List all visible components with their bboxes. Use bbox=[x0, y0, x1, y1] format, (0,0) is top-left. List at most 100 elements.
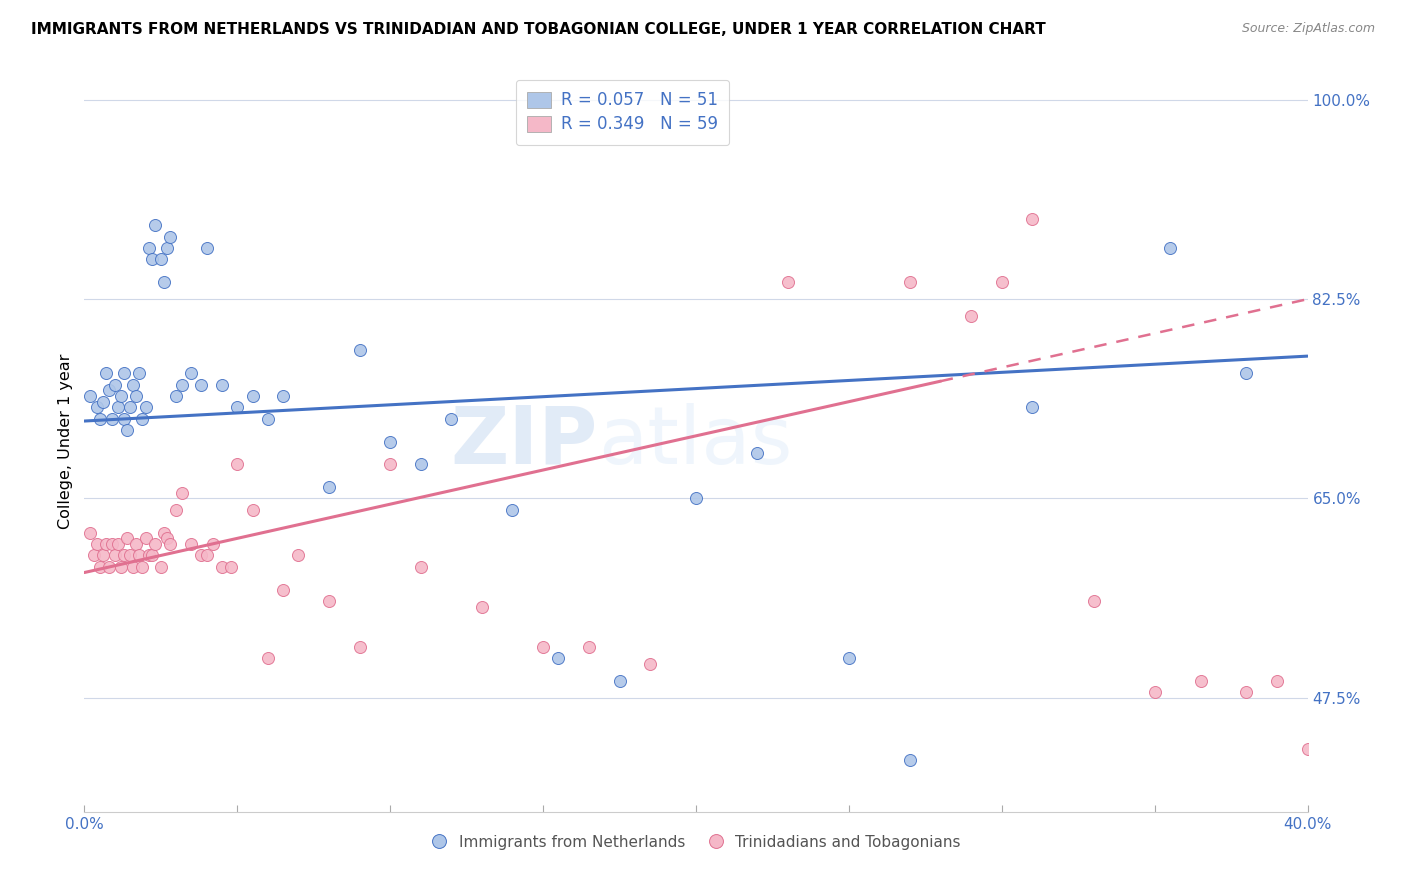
Point bbox=[115, 423, 138, 437]
Point bbox=[131, 559, 153, 574]
Point bbox=[547, 651, 569, 665]
Point bbox=[97, 384, 120, 398]
Text: atlas: atlas bbox=[598, 402, 793, 481]
Text: ZIP: ZIP bbox=[451, 402, 598, 481]
Point bbox=[125, 389, 148, 403]
Point bbox=[226, 458, 249, 472]
Point bbox=[94, 366, 117, 380]
Point bbox=[471, 599, 494, 614]
Point bbox=[1159, 241, 1181, 255]
Point bbox=[638, 657, 661, 671]
Point bbox=[172, 485, 194, 500]
Point bbox=[141, 252, 163, 267]
Point bbox=[271, 582, 294, 597]
Point bbox=[991, 275, 1014, 289]
Point bbox=[159, 537, 181, 551]
Point bbox=[219, 559, 242, 574]
Point bbox=[120, 549, 142, 563]
Point bbox=[578, 640, 600, 654]
Point bbox=[318, 594, 340, 608]
Point bbox=[1021, 212, 1043, 227]
Point bbox=[104, 377, 127, 392]
Point bbox=[156, 241, 179, 255]
Point bbox=[271, 389, 294, 403]
Point bbox=[156, 532, 179, 546]
Point bbox=[89, 559, 111, 574]
Point bbox=[1236, 685, 1258, 699]
Point bbox=[211, 377, 233, 392]
Point bbox=[1296, 742, 1319, 756]
Point bbox=[257, 651, 280, 665]
Point bbox=[349, 343, 371, 358]
Point bbox=[172, 377, 194, 392]
Point bbox=[122, 559, 145, 574]
Point bbox=[143, 537, 166, 551]
Point bbox=[86, 537, 108, 551]
Point bbox=[1083, 594, 1105, 608]
Point bbox=[104, 549, 127, 563]
Point bbox=[86, 401, 108, 415]
Point bbox=[94, 537, 117, 551]
Point bbox=[531, 640, 554, 654]
Point bbox=[380, 434, 402, 449]
Point bbox=[112, 411, 135, 425]
Point bbox=[97, 559, 120, 574]
Point bbox=[502, 503, 524, 517]
Legend: Immigrants from Netherlands, Trinidadians and Tobagonians: Immigrants from Netherlands, Trinidadian… bbox=[425, 829, 967, 856]
Point bbox=[1143, 685, 1166, 699]
Point bbox=[898, 275, 921, 289]
Point bbox=[122, 377, 145, 392]
Point bbox=[107, 537, 129, 551]
Point bbox=[318, 480, 340, 494]
Point bbox=[201, 537, 224, 551]
Point bbox=[685, 491, 707, 506]
Point bbox=[153, 275, 176, 289]
Point bbox=[143, 218, 166, 232]
Point bbox=[149, 559, 172, 574]
Point bbox=[226, 401, 249, 415]
Point bbox=[960, 310, 983, 324]
Point bbox=[190, 549, 212, 563]
Point bbox=[898, 754, 921, 768]
Point bbox=[138, 241, 160, 255]
Point bbox=[180, 537, 202, 551]
Point bbox=[112, 549, 135, 563]
Text: Source: ZipAtlas.com: Source: ZipAtlas.com bbox=[1241, 22, 1375, 36]
Point bbox=[131, 411, 153, 425]
Point bbox=[287, 549, 309, 563]
Point bbox=[195, 549, 218, 563]
Point bbox=[138, 549, 160, 563]
Point bbox=[1236, 366, 1258, 380]
Point bbox=[115, 532, 138, 546]
Point bbox=[776, 275, 799, 289]
Point bbox=[380, 458, 402, 472]
Point bbox=[135, 532, 157, 546]
Point bbox=[838, 651, 860, 665]
Point bbox=[79, 389, 101, 403]
Point bbox=[440, 411, 463, 425]
Point bbox=[257, 411, 280, 425]
Point bbox=[190, 377, 212, 392]
Point bbox=[409, 559, 432, 574]
Point bbox=[609, 673, 631, 688]
Point bbox=[165, 503, 187, 517]
Point bbox=[135, 401, 157, 415]
Point bbox=[125, 537, 148, 551]
Point bbox=[195, 241, 218, 255]
Point bbox=[101, 537, 124, 551]
Point bbox=[153, 525, 176, 540]
Point bbox=[1343, 764, 1365, 779]
Point bbox=[83, 549, 105, 563]
Point bbox=[747, 446, 769, 460]
Point bbox=[180, 366, 202, 380]
Point bbox=[141, 549, 163, 563]
Point bbox=[1265, 673, 1288, 688]
Point bbox=[91, 394, 114, 409]
Point bbox=[89, 411, 111, 425]
Point bbox=[349, 640, 371, 654]
Point bbox=[409, 458, 432, 472]
Y-axis label: College, Under 1 year: College, Under 1 year bbox=[58, 354, 73, 529]
Point bbox=[101, 411, 124, 425]
Point bbox=[120, 401, 142, 415]
Point bbox=[1189, 673, 1212, 688]
